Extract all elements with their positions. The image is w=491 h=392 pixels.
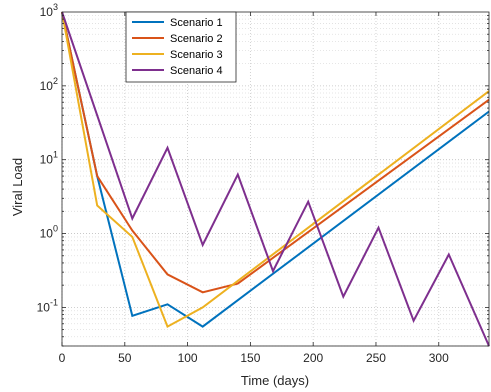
y-tick-label: 100 — [40, 224, 58, 241]
x-tick-label: 0 — [59, 351, 66, 365]
series-line-2 — [61, 11, 490, 294]
axes — [61, 11, 490, 347]
grid — [61, 12, 489, 347]
y-tick-label: 103 — [40, 2, 58, 19]
legend-label-4: Scenario 4 — [170, 65, 223, 77]
x-tick-label: 50 — [118, 351, 132, 365]
x-tick-label: 250 — [366, 351, 386, 365]
series-lines — [61, 11, 490, 347]
series-line-3 — [61, 11, 490, 329]
tick-labels: 0 50 100 150 200 250 300 10-1 100 101 102 103 — [37, 2, 449, 365]
x-tick-label: 100 — [178, 351, 198, 365]
series-line-4 — [61, 11, 490, 347]
x-axis-label: Time (days) — [241, 373, 309, 388]
y-tick-label: 102 — [40, 76, 58, 93]
x-tick-label: 300 — [429, 351, 449, 365]
plot-frame — [61, 11, 490, 347]
x-tick-label: 150 — [240, 351, 260, 365]
y-axis-label: Viral Load — [10, 158, 25, 216]
y-tick-label: 101 — [40, 150, 58, 167]
legend-label-3: Scenario 3 — [170, 49, 223, 61]
y-tick-label: 10-1 — [37, 297, 58, 314]
legend-label-2: Scenario 2 — [170, 33, 223, 45]
legend: Scenario 1 Scenario 2 Scenario 3 Scenario 4 — [125, 11, 237, 83]
legend-label-1: Scenario 1 — [170, 17, 223, 29]
x-tick-label: 200 — [303, 351, 323, 365]
